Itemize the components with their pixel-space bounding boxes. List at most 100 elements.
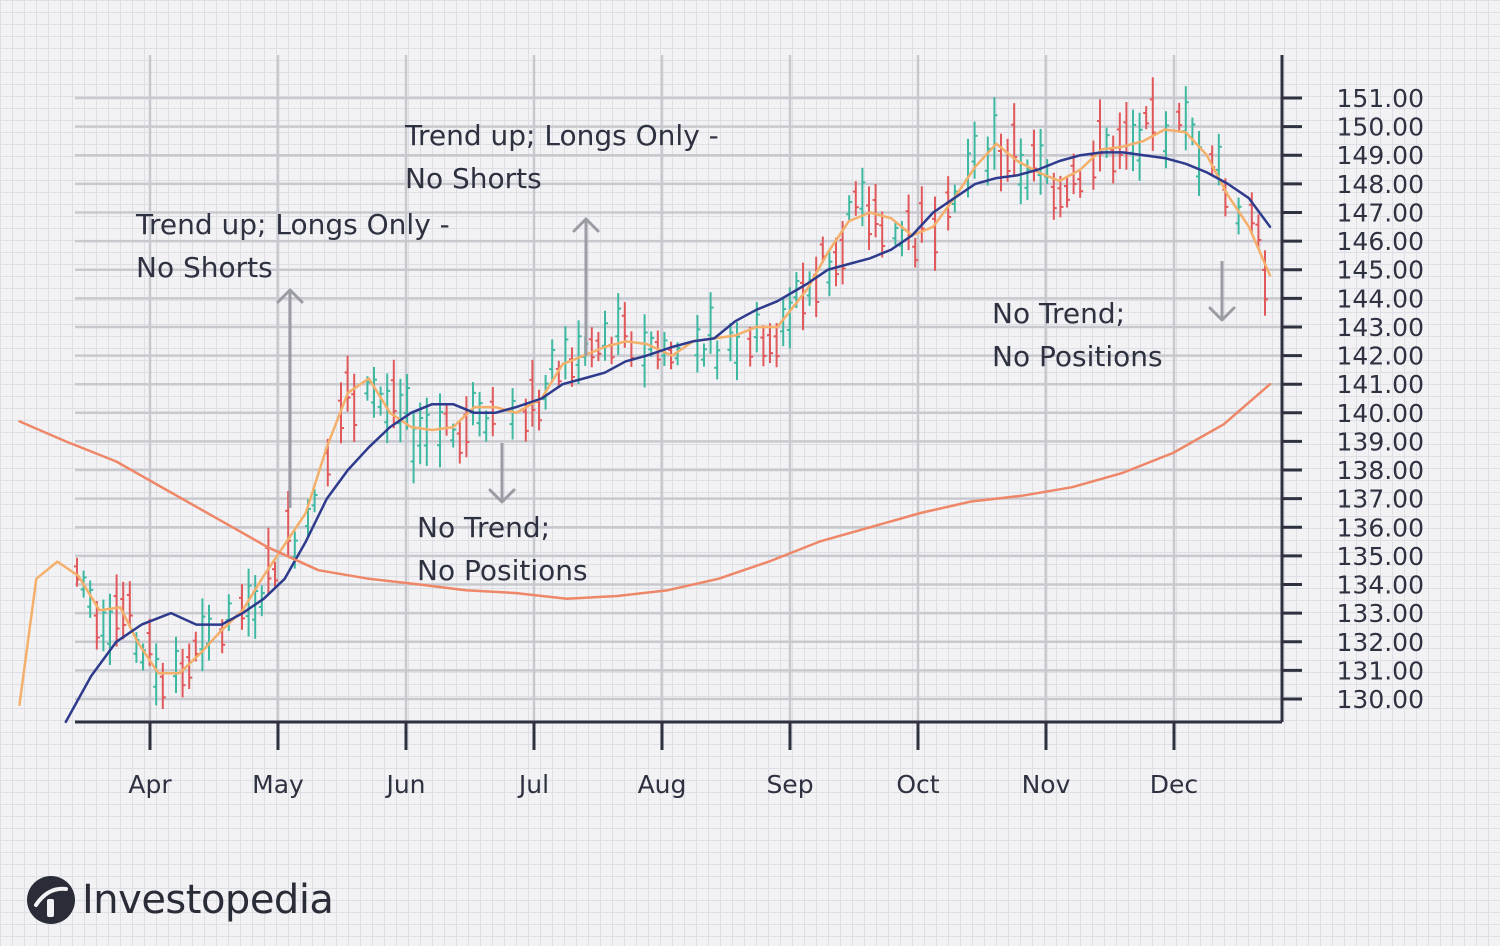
annotation-trend-up: Trend up; Longs Only - No Shorts <box>404 119 719 356</box>
x-tick-label: Sep <box>766 770 813 799</box>
ohlc-bar <box>833 237 839 287</box>
ohlc-bar <box>813 256 820 318</box>
y-tick-label: 145.00 <box>1337 256 1424 285</box>
medium-moving-average-line <box>64 151 1272 724</box>
annotation-no-trend: No Trend; No Positions <box>417 443 588 587</box>
ohlc-bar <box>641 314 648 388</box>
y-tick-label: 138.00 <box>1337 456 1424 485</box>
ohlc-bar <box>984 136 991 186</box>
x-tick-label: Dec <box>1150 770 1198 799</box>
ohlc-bar <box>153 643 160 706</box>
x-tick-label: Aug <box>638 770 687 799</box>
ohlc-bar <box>701 343 707 367</box>
ohlc-bar <box>107 593 113 666</box>
ohlc-bar <box>1176 102 1183 133</box>
arrow-up-icon <box>572 217 600 233</box>
ohlc-bar <box>707 292 714 354</box>
ohlc-bar <box>879 211 886 258</box>
ohlc-bar <box>437 393 443 468</box>
ohlc-bar <box>734 322 740 381</box>
ohlc-bar <box>1031 129 1037 182</box>
y-tick-label: 137.00 <box>1337 485 1424 514</box>
x-tick-label: May <box>252 770 304 799</box>
ohlc-bar <box>410 410 417 484</box>
ohlc-bar <box>1248 192 1255 234</box>
ohlc-bar <box>694 315 701 373</box>
y-tick-label: 133.00 <box>1337 599 1424 628</box>
ohlc-bar <box>87 580 94 619</box>
ohlc-bar <box>522 398 529 442</box>
ohlc-bar <box>918 186 925 243</box>
slow-moving-average-line <box>18 382 1272 601</box>
ohlc-bar <box>126 581 133 628</box>
y-tick-label: 131.00 <box>1337 656 1424 685</box>
ohlc-bar <box>311 489 318 513</box>
investopedia-logo-icon <box>27 876 75 924</box>
ohlc-bar <box>1136 112 1143 181</box>
ohlc-bar <box>377 386 384 416</box>
ohlc-bar <box>456 420 463 464</box>
x-tick-label: Apr <box>128 770 172 799</box>
ohlc-bar <box>470 382 476 426</box>
ohlc-bar <box>615 293 622 355</box>
y-tick-label: 139.00 <box>1337 427 1424 456</box>
ohlc-bar <box>608 336 615 365</box>
y-tick-label: 140.00 <box>1337 399 1424 428</box>
ohlc-bar <box>186 643 193 690</box>
ohlc-bar <box>602 310 608 361</box>
ohlc-bar <box>272 561 278 587</box>
ohlc-bar <box>872 184 879 238</box>
y-tick-label: 151.00 <box>1337 84 1424 113</box>
ohlc-bar <box>1011 103 1018 175</box>
arrow-down-icon <box>1208 306 1236 322</box>
y-tick-label: 141.00 <box>1337 370 1424 399</box>
ohlc-bar <box>575 320 582 384</box>
ohlc-bar <box>826 250 833 297</box>
ohlc-bar <box>344 355 351 412</box>
annotation-no-trend: No Trend; No Positions <box>992 261 1236 373</box>
ohlc-bar <box>760 325 767 367</box>
y-tick-label: 150.00 <box>1337 113 1424 142</box>
ohlc-bar <box>536 389 542 431</box>
ohlc-bar <box>529 359 536 427</box>
ohlc-bar <box>892 222 899 246</box>
ohlc-bar <box>159 662 166 709</box>
ohlc-bar <box>991 97 998 170</box>
y-tick-label: 144.00 <box>1337 284 1424 313</box>
y-tick-label: 136.00 <box>1337 513 1424 542</box>
ohlc-bar <box>1130 109 1136 172</box>
ohlc-bar <box>483 410 490 442</box>
ohlc-bar <box>404 374 410 430</box>
ohlc-bar <box>443 404 450 436</box>
ohlc-bar <box>1097 99 1103 172</box>
ohlc-bar <box>621 302 628 348</box>
ohlc-bar <box>417 402 424 465</box>
y-tick-label: 148.00 <box>1337 170 1424 199</box>
ohlc-bar <box>113 574 120 647</box>
ohlc-bar <box>397 378 404 443</box>
x-tick-label: Oct <box>896 770 939 799</box>
ohlc-bar <box>747 326 754 367</box>
ohlc-bar <box>179 648 186 698</box>
annotation-text: No Trend; <box>992 297 1125 330</box>
ohlc-bar <box>569 347 575 387</box>
ohlc-bar <box>476 392 483 437</box>
ohlc-bar <box>1110 135 1117 184</box>
ohlc-bar <box>351 373 358 442</box>
y-tick-label: 132.00 <box>1337 628 1424 657</box>
annotation-trend-up: Trend up; Longs Only - No Shorts <box>135 208 450 508</box>
y-tick-label: 130.00 <box>1337 685 1424 714</box>
x-tick-label: Jun <box>384 770 425 799</box>
annotation-text: No Shorts <box>405 162 542 195</box>
y-tick-label: 134.00 <box>1337 571 1424 600</box>
ohlc-bar <box>1182 86 1189 151</box>
ohlc-bar <box>767 323 773 364</box>
ohlc-bar <box>199 598 206 672</box>
brand-logo: Investopedia <box>26 872 334 928</box>
brand-name: Investopedia <box>82 877 334 923</box>
ohlc-bar <box>173 636 179 694</box>
annotation-text: No Shorts <box>136 251 273 284</box>
arrow-down-icon <box>488 488 516 504</box>
